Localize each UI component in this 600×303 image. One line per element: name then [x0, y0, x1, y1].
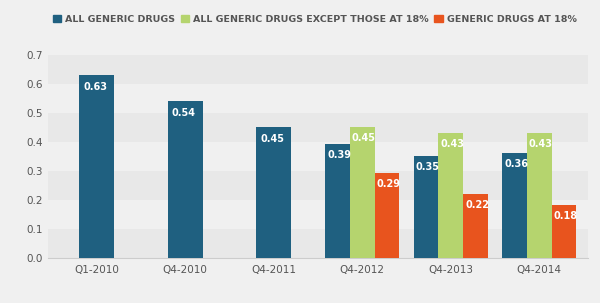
Text: 0.36: 0.36 [504, 159, 528, 169]
Bar [439, 133, 463, 258]
Legend: ALL GENERIC DRUGS, ALL GENERIC DRUGS EXCEPT THOSE AT 18%, GENERIC DRUGS AT 18%: ALL GENERIC DRUGS, ALL GENERIC DRUGS EXC… [53, 15, 577, 24]
Bar [48, 171, 588, 200]
Bar [413, 156, 439, 258]
Bar [48, 200, 588, 228]
Bar [79, 75, 114, 258]
Bar [350, 127, 374, 258]
Text: 0.45: 0.45 [260, 134, 284, 144]
Bar [48, 142, 588, 171]
Text: 0.43: 0.43 [440, 139, 464, 149]
Bar [48, 228, 588, 258]
Bar [463, 194, 488, 258]
Bar [325, 145, 350, 258]
Bar [168, 101, 203, 258]
Bar [527, 133, 552, 258]
Bar [48, 112, 588, 142]
Bar [502, 153, 527, 258]
Text: 0.18: 0.18 [554, 211, 578, 221]
Bar [552, 205, 577, 258]
Text: 0.39: 0.39 [327, 150, 351, 160]
Text: 0.35: 0.35 [416, 162, 440, 172]
Text: 0.45: 0.45 [352, 133, 376, 143]
Bar [48, 84, 588, 112]
Bar [48, 55, 588, 84]
Text: 0.63: 0.63 [83, 82, 107, 92]
Bar [256, 127, 291, 258]
Text: 0.54: 0.54 [172, 108, 196, 118]
Text: 0.22: 0.22 [465, 200, 489, 210]
Bar [374, 173, 400, 258]
Text: 0.29: 0.29 [377, 179, 401, 189]
Text: 0.43: 0.43 [529, 139, 553, 149]
